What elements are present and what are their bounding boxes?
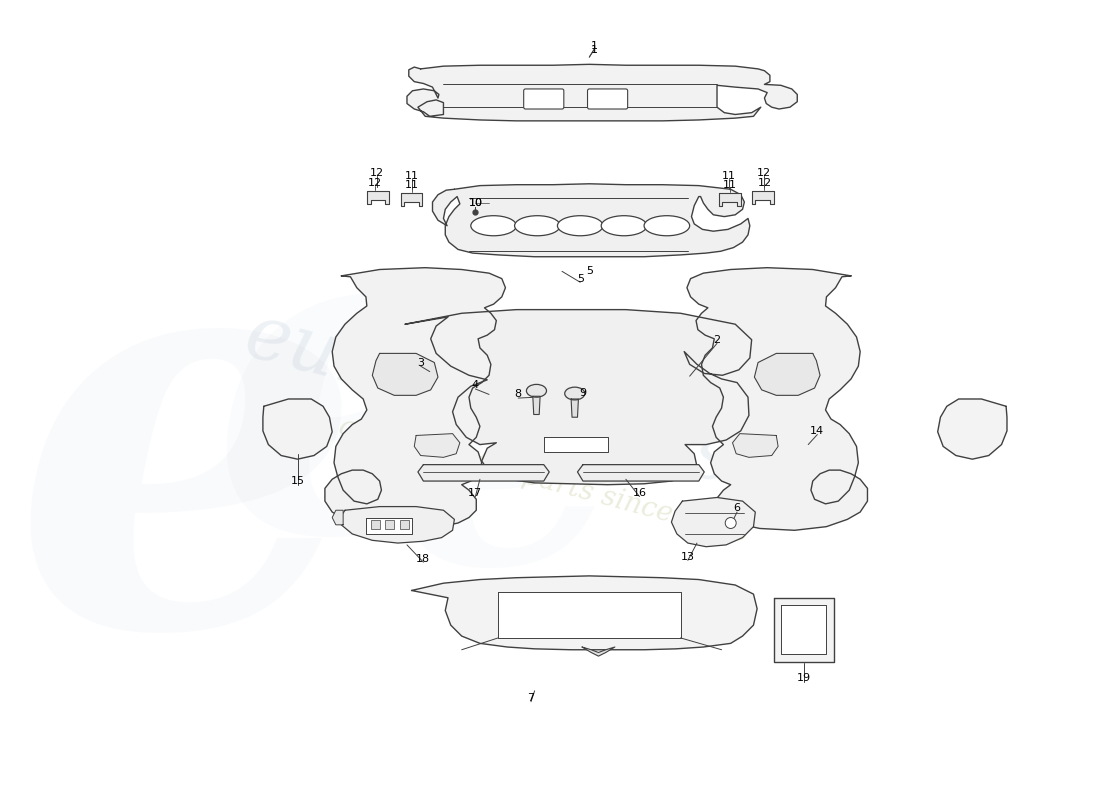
Text: e: e <box>211 193 494 623</box>
Ellipse shape <box>645 216 690 236</box>
Polygon shape <box>263 399 332 459</box>
Ellipse shape <box>471 216 516 236</box>
Polygon shape <box>781 605 826 654</box>
Text: 5: 5 <box>576 274 584 284</box>
Polygon shape <box>400 193 422 206</box>
Text: a passion for parts since 1985: a passion for parts since 1985 <box>336 413 751 549</box>
Text: 11: 11 <box>723 180 737 190</box>
Text: 8: 8 <box>515 390 521 399</box>
Ellipse shape <box>515 216 560 236</box>
Circle shape <box>725 518 736 529</box>
Polygon shape <box>432 184 750 257</box>
FancyBboxPatch shape <box>399 520 409 530</box>
Polygon shape <box>686 268 868 530</box>
Polygon shape <box>405 310 751 485</box>
Text: 1: 1 <box>591 45 597 54</box>
Polygon shape <box>751 191 773 204</box>
FancyBboxPatch shape <box>385 520 394 530</box>
Text: 12: 12 <box>368 178 382 188</box>
Polygon shape <box>733 434 778 458</box>
Ellipse shape <box>602 216 647 236</box>
Text: 1: 1 <box>591 41 597 51</box>
Polygon shape <box>543 438 607 452</box>
Text: 11: 11 <box>405 180 418 190</box>
Text: 9: 9 <box>580 388 586 398</box>
Polygon shape <box>532 396 540 414</box>
Ellipse shape <box>558 216 603 236</box>
Text: 12: 12 <box>758 178 771 188</box>
Text: 6: 6 <box>734 503 740 514</box>
Polygon shape <box>367 191 388 204</box>
FancyBboxPatch shape <box>587 89 628 109</box>
Polygon shape <box>407 64 798 121</box>
Text: 2: 2 <box>714 334 720 345</box>
Text: 12: 12 <box>757 168 771 178</box>
Polygon shape <box>418 465 549 481</box>
Text: 4: 4 <box>472 380 478 390</box>
Polygon shape <box>332 510 343 525</box>
Polygon shape <box>415 434 460 458</box>
Ellipse shape <box>564 387 585 400</box>
FancyBboxPatch shape <box>524 89 564 109</box>
Polygon shape <box>498 592 681 638</box>
Text: 10: 10 <box>469 198 483 208</box>
Polygon shape <box>578 465 704 481</box>
Polygon shape <box>582 647 615 656</box>
Text: 5: 5 <box>586 266 593 276</box>
Text: 12: 12 <box>370 168 384 178</box>
Polygon shape <box>411 576 757 650</box>
Text: 16: 16 <box>632 488 647 498</box>
FancyBboxPatch shape <box>371 520 380 530</box>
Text: e: e <box>393 288 623 638</box>
Polygon shape <box>755 354 821 395</box>
Text: 11: 11 <box>405 170 418 181</box>
Text: 10: 10 <box>469 198 483 208</box>
Text: 19: 19 <box>796 673 811 683</box>
Text: 13: 13 <box>681 552 695 562</box>
Polygon shape <box>341 506 454 543</box>
Polygon shape <box>671 498 756 546</box>
Polygon shape <box>937 399 1006 459</box>
Polygon shape <box>372 354 438 395</box>
Text: 11: 11 <box>722 170 736 181</box>
Text: 14: 14 <box>811 426 824 436</box>
Text: e: e <box>11 202 365 742</box>
Text: 7: 7 <box>527 693 535 703</box>
Text: 17: 17 <box>469 488 483 498</box>
Text: 3: 3 <box>417 358 425 367</box>
Text: 18: 18 <box>416 554 430 563</box>
Polygon shape <box>571 399 579 418</box>
Polygon shape <box>718 193 740 206</box>
Ellipse shape <box>527 384 547 397</box>
Text: eurocarparts: eurocarparts <box>236 298 741 500</box>
Polygon shape <box>324 268 506 530</box>
Polygon shape <box>366 518 411 534</box>
Text: 15: 15 <box>290 476 305 486</box>
Polygon shape <box>773 598 834 662</box>
